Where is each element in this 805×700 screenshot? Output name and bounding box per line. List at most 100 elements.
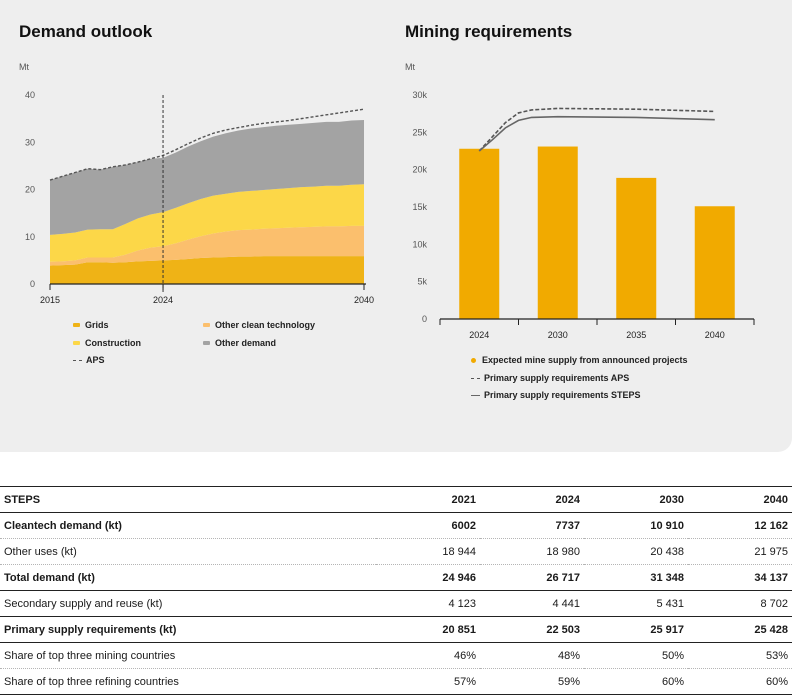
legend-label-aps: APS	[86, 355, 105, 365]
row-value: 25 428	[688, 616, 792, 643]
row-value: 50%	[584, 642, 688, 669]
row-value: 53%	[688, 642, 792, 669]
table-header-2040: 2040	[688, 486, 792, 513]
legend-item-mine-supply: Expected mine supply from announced proj…	[471, 355, 688, 365]
bar-2040	[694, 206, 735, 319]
row-value: 57%	[376, 668, 480, 695]
y-tick-label: 10	[25, 232, 35, 242]
table-row: Secondary supply and reuse (kt) 4 123 4 44…	[0, 590, 792, 617]
legend-label-mine-supply: Expected mine supply from announced proj…	[482, 355, 688, 365]
row-value: 34 137	[688, 564, 792, 591]
row-value: 31 348	[584, 564, 688, 591]
mining-chart-title: Mining requirements	[405, 22, 573, 41]
bar-2030	[537, 146, 578, 319]
demand-chart-title: Demand outlook	[19, 22, 153, 41]
x-tick-label: 2030	[548, 330, 568, 340]
row-value: 48%	[480, 642, 584, 669]
legend-swatch-other-demand	[203, 341, 210, 345]
row-value: 21 975	[688, 538, 792, 565]
bar-2024	[459, 148, 500, 319]
row-value: 18 944	[376, 538, 480, 565]
row-value: 18 980	[480, 538, 584, 565]
bar-2035	[616, 177, 657, 319]
legend-label-other-clean: Other clean technology	[215, 320, 316, 330]
table-row: Total demand (kt) 24 946 26 717 31 348 34 13…	[0, 564, 792, 591]
x-tick-label: 2024	[153, 295, 173, 305]
y-tick-label: 30	[25, 137, 35, 147]
other-demand-area	[50, 120, 364, 235]
row-label: Total demand (kt)	[0, 564, 376, 591]
row-label: Cleantech demand (kt)	[0, 512, 376, 539]
row-label: Other uses (kt)	[0, 538, 376, 565]
row-value: 4 441	[480, 590, 584, 617]
row-value: 10 910	[584, 512, 688, 539]
row-value: 7737	[480, 512, 584, 539]
table-row: Share of top three refining countries 57%…	[0, 668, 792, 695]
legend-label-primary-steps: Primary supply requirements STEPS	[484, 390, 641, 400]
row-value: 20 438	[584, 538, 688, 565]
y-tick-label: 0	[30, 279, 35, 289]
table-header-2030: 2030	[584, 486, 688, 513]
row-value: 24 946	[376, 564, 480, 591]
table-header-2024: 2024	[480, 486, 584, 513]
x-tick-label: 2024	[469, 330, 489, 340]
aps-line	[49, 108, 365, 181]
legend-dot-mine-supply	[471, 357, 476, 363]
legend-swatch-grids	[73, 323, 80, 327]
table-header-row: STEPS 2021 2024 2030 2040	[0, 486, 792, 513]
row-value: 25 917	[584, 616, 688, 643]
row-value: 46%	[376, 642, 480, 669]
y-tick-label: 0	[422, 314, 427, 324]
legend-swatch-other-clean	[203, 323, 210, 327]
legend-item-other-clean: Other clean technology	[203, 320, 315, 330]
y-tick-label: 10k	[412, 239, 427, 249]
y-tick-label: 40	[25, 90, 35, 100]
table-row: Primary supply requirements (kt) 20 851 22…	[0, 616, 792, 643]
steps-table: STEPS 2021 2024 2030 2040 Cleantech dema…	[0, 486, 792, 695]
y-tick-label: 30k	[412, 90, 427, 100]
y-tick-label: 5k	[417, 277, 427, 287]
table-row: Other uses (kt) 18 944 18 980 20 438 21 975	[0, 538, 792, 565]
table-header-label: STEPS	[0, 486, 376, 513]
x-tick-label: 2040	[354, 295, 374, 305]
row-value: 20 851	[376, 616, 480, 643]
charts-panel: Demand outlook Mt Mining requirements Mt…	[0, 0, 792, 452]
legend-swatch-construction	[73, 341, 80, 345]
row-label: Share of top three refining countries	[0, 668, 376, 695]
x-tick-label: 2040	[705, 330, 725, 340]
legend-item-construction: Construction	[73, 338, 141, 348]
table-body: Cleantech demand (kt) 6002 7737 10 910 12 16…	[0, 512, 792, 695]
legend-item-aps: APS	[73, 355, 105, 365]
x-tick-label: 2035	[626, 330, 646, 340]
table-header-2021: 2021	[376, 486, 480, 513]
legend-dash-primary-aps	[471, 377, 480, 379]
legend-label-construction: Construction	[85, 338, 141, 348]
legend-item-other-demand: Other demand	[203, 338, 276, 348]
row-value: 8 702	[688, 590, 792, 617]
construction-area	[50, 184, 364, 262]
demand-outlook-chart: 0 10 20 30 40 2015 2024 2040	[25, 90, 374, 305]
legend-label-primary-aps: Primary supply requirements APS	[484, 373, 630, 383]
legend-dash-aps	[73, 359, 82, 361]
primary-supply-steps-line	[478, 115, 715, 152]
row-label: Secondary supply and reuse (kt)	[0, 590, 376, 617]
other-clean-technology-area	[50, 225, 364, 266]
row-value: 60%	[584, 668, 688, 695]
row-value: 4 123	[376, 590, 480, 617]
row-value: 22 503	[480, 616, 584, 643]
legend-line-primary-steps	[471, 394, 480, 396]
row-value: 5 431	[584, 590, 688, 617]
row-label: Primary supply requirements (kt)	[0, 616, 376, 643]
primary-supply-aps-line	[478, 107, 715, 152]
y-tick-label: 25k	[412, 127, 427, 137]
legend-label-grids: Grids	[85, 320, 109, 330]
y-tick-label: 20	[25, 185, 35, 195]
row-value: 59%	[480, 668, 584, 695]
table-row: Cleantech demand (kt) 6002 7737 10 910 12 16…	[0, 512, 792, 539]
legend-item-primary-steps: Primary supply requirements STEPS	[471, 390, 641, 400]
y-tick-label: 20k	[412, 165, 427, 175]
y-tick-label: 15k	[412, 202, 427, 212]
grids-area	[50, 256, 364, 284]
legend-label-other-demand: Other demand	[215, 338, 277, 348]
table-row: Share of top three mining countries 46% 48…	[0, 642, 792, 669]
